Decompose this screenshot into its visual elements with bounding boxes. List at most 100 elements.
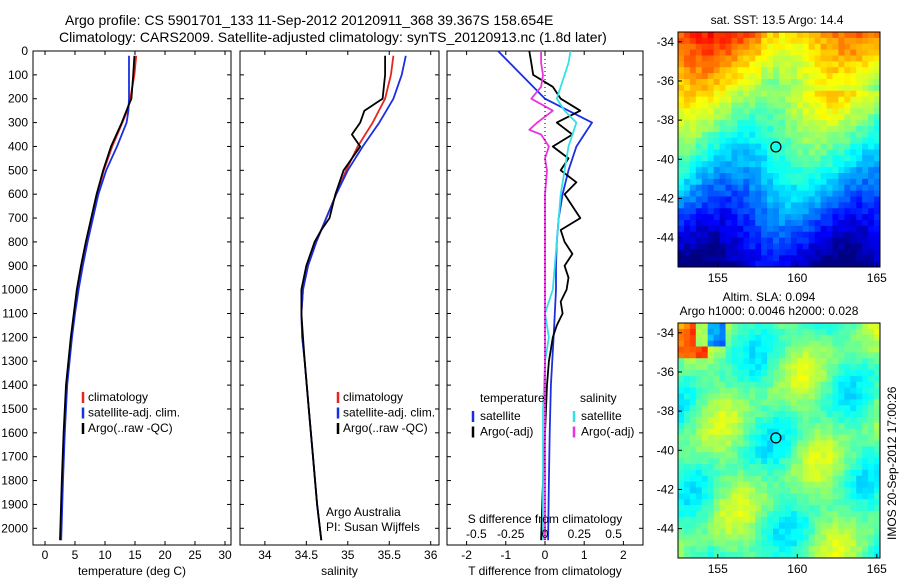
- heatmap-cell: [767, 540, 774, 547]
- heatmap-cell: [743, 511, 750, 518]
- heatmap-cell: [707, 446, 715, 453]
- heatmap-cell: [737, 79, 744, 86]
- heatmap-cell: [749, 328, 756, 336]
- heatmap-cell: [737, 399, 744, 406]
- heatmap-cell: [779, 434, 786, 442]
- heatmap-cell: [868, 505, 875, 512]
- heatmap-cell: [678, 399, 685, 406]
- heatmap-cell: [832, 131, 839, 139]
- heatmap-cell: [814, 546, 822, 553]
- heatmap-cell: [749, 393, 756, 400]
- heatmap-cell: [737, 464, 744, 471]
- heatmap-cell: [802, 540, 810, 547]
- heatmap-cell: [779, 381, 786, 389]
- heatmap-cell: [773, 79, 780, 86]
- heatmap-cell: [850, 411, 857, 418]
- heatmap-cell: [802, 411, 810, 418]
- heatmap-cell: [767, 161, 774, 168]
- heatmap-cell: [808, 522, 816, 530]
- heatmap-cell: [874, 534, 881, 541]
- heatmap-cell: [678, 49, 685, 57]
- heatmap-cell: [695, 37, 703, 45]
- heatmap-cell: [719, 126, 727, 133]
- heatmap-cell: [737, 458, 744, 465]
- heatmap-cell: [820, 469, 828, 477]
- heatmap-cell: [719, 102, 727, 109]
- heatmap-cell: [767, 528, 774, 536]
- heatmap-cell: [749, 32, 756, 39]
- heatmap-cell: [826, 505, 833, 512]
- heatmap-cell: [790, 323, 798, 330]
- heatmap-cell: [767, 411, 774, 418]
- heatmap-cell: [683, 534, 691, 541]
- heatmap-cell: [701, 79, 709, 86]
- heatmap-cell: [790, 67, 798, 74]
- heatmap-cell: [826, 96, 833, 104]
- heatmap-cell: [737, 120, 744, 127]
- heatmap-cell: [838, 440, 845, 447]
- heatmap-cell: [731, 340, 738, 348]
- heatmap-cell: [695, 428, 703, 436]
- heatmap-cell: [784, 364, 792, 371]
- heatmap-cell: [689, 323, 697, 330]
- heatmap-cell: [850, 137, 857, 145]
- heatmap-cell: [695, 143, 703, 151]
- heatmap-cell: [737, 55, 744, 62]
- heatmap-cell: [790, 243, 798, 250]
- heatmap-cell: [862, 464, 869, 471]
- heatmap-cell: [862, 220, 869, 227]
- heatmap-cell: [868, 469, 875, 477]
- heatmap-cell: [683, 108, 691, 115]
- heatmap-cell: [862, 469, 869, 477]
- heatmap-cell: [683, 220, 691, 227]
- heatmap-cell: [678, 249, 685, 256]
- heatmap-cell: [862, 184, 869, 192]
- heatmap-cell: [678, 417, 685, 424]
- heatmap-cell: [695, 114, 703, 121]
- heatmap-cell: [814, 90, 822, 98]
- heatmap-cell: [695, 511, 703, 518]
- heatmap-cell: [761, 464, 768, 471]
- heatmap-cell: [731, 346, 738, 353]
- heatmap-cell: [743, 387, 750, 395]
- heatmap-cell: [784, 61, 792, 68]
- heatmap-cell: [808, 184, 816, 192]
- heatmap-cell: [874, 328, 881, 336]
- heatmap-cell: [678, 352, 685, 359]
- heatmap-cell: [695, 243, 703, 250]
- heatmap-cell: [779, 96, 786, 104]
- heatmap-cell: [844, 358, 851, 365]
- heatmap-cell: [838, 225, 845, 233]
- heatmap-cell: [856, 552, 863, 559]
- heatmap-cell: [755, 249, 762, 256]
- heatmap-cell: [755, 399, 762, 406]
- heatmap-cell: [814, 231, 822, 239]
- heatmap-cell: [731, 196, 738, 203]
- heatmap-cell: [790, 220, 798, 227]
- heatmap-cell: [856, 249, 863, 256]
- heatmap-cell: [678, 167, 685, 174]
- heatmap-cell: [862, 334, 869, 342]
- heatmap-cell: [820, 190, 828, 198]
- heatmap-cell: [814, 214, 822, 221]
- heatmap-cell: [743, 108, 750, 115]
- heatmap-cell: [868, 552, 875, 559]
- heatmap-cell: [773, 55, 780, 62]
- heatmap-cell: [743, 440, 750, 447]
- heatmap-cell: [749, 90, 756, 98]
- heatmap-cell: [731, 61, 738, 68]
- heatmap-cell: [796, 190, 804, 198]
- legend-label: satellite-adj. clim.: [88, 406, 180, 420]
- heatmap-cell: [874, 61, 881, 68]
- heatmap-cell: [689, 405, 697, 412]
- heatmap-cell: [838, 458, 845, 465]
- heatmap-cell: [850, 73, 857, 80]
- heatmap-cell: [719, 552, 727, 559]
- heatmap-cell: [820, 32, 828, 39]
- heatmap-cell: [784, 428, 792, 436]
- heatmap-cell: [802, 161, 810, 168]
- heatmap-cell: [683, 411, 691, 418]
- heatmap-cell: [862, 32, 869, 39]
- heatmap-cell: [802, 328, 810, 336]
- heatmap-cell: [862, 393, 869, 400]
